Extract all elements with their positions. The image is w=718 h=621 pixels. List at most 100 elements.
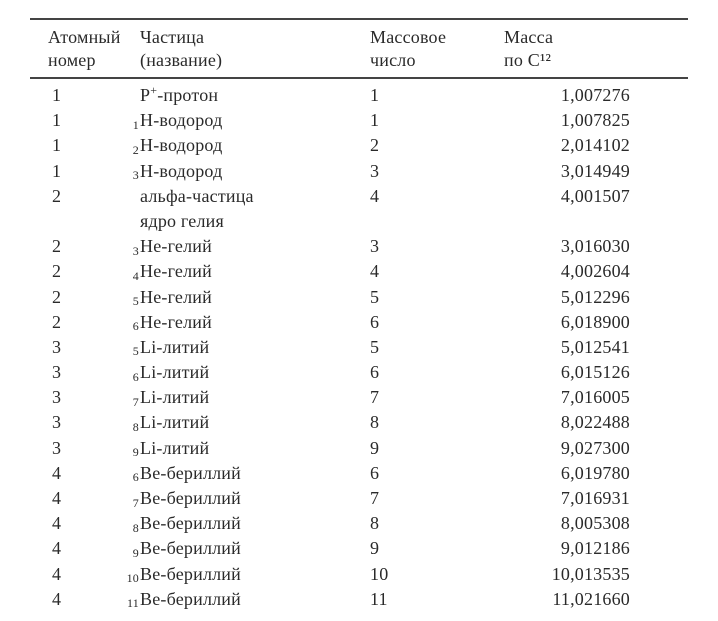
table-row: 38Li-литий88,022488 — [30, 412, 688, 437]
element-symbol: H — [140, 161, 153, 182]
element-symbol-text: Be — [140, 564, 160, 584]
cell-particle: 2H-водород — [140, 135, 370, 156]
particle-name: альфа-частица — [140, 186, 254, 207]
element-symbol: Be — [140, 564, 160, 585]
cell-mass-number: 4 — [370, 186, 490, 207]
cell-atomic-number: 1 — [30, 135, 140, 156]
cell-mass-number: 1 — [370, 85, 490, 106]
cell-particle: 7Li-литий — [140, 387, 370, 408]
isotope-presuperscript-value: 1 — [133, 118, 139, 133]
particle-name: -литий — [156, 387, 209, 408]
particle: 10Be-бериллий — [140, 564, 241, 585]
isotope-presuperscript-value: 8 — [133, 420, 139, 435]
particle-name: -бериллий — [160, 564, 241, 585]
cell-mass-c12: 3,014949 — [490, 161, 640, 182]
element-symbol-text: H — [140, 135, 153, 155]
particle: 6Li-литий — [140, 362, 209, 383]
element-symbol: Li — [140, 438, 156, 459]
cell-mass-number: 7 — [370, 387, 490, 408]
particle: 9Be-бериллий — [140, 538, 241, 559]
element-symbol-text: Be — [140, 538, 160, 558]
cell-atomic-number: 1 — [30, 85, 140, 106]
table-row: 411Be-бериллий1111,021660 — [30, 589, 688, 614]
cell-particle: 1H-водород — [140, 110, 370, 131]
isotope-presuperscript-value: 9 — [133, 546, 139, 561]
cell-mass-number: 11 — [370, 589, 490, 610]
particle: 8Li-литий — [140, 412, 209, 433]
cell-atomic-number: 2 — [30, 186, 140, 207]
cell-mass-c12: 8,022488 — [490, 412, 640, 433]
particle: 4He-гелий — [140, 261, 212, 282]
cell-atomic-number: 2 — [30, 261, 140, 282]
element-symbol-text: He — [140, 261, 161, 281]
particle-name: -гелий — [161, 236, 212, 257]
element-symbol: Be — [140, 538, 160, 559]
header-mass-c12-line1: Масса — [504, 26, 640, 49]
element-symbol-text: Be — [140, 589, 160, 609]
isotope-presuperscript-value: 9 — [133, 445, 139, 460]
cell-particle: ядро гелия — [140, 211, 370, 232]
cell-mass-number: 5 — [370, 287, 490, 308]
cell-mass-number: 10 — [370, 564, 490, 585]
isotope-presuperscript-value: 5 — [133, 344, 139, 359]
particle-name: -бериллий — [160, 538, 241, 559]
isotope-presuperscript-value: 6 — [133, 370, 139, 385]
header-particle-line1: Частица — [140, 26, 370, 49]
particle-name: -бериллий — [160, 488, 241, 509]
element-symbol: He — [140, 287, 161, 308]
isotope-presuperscript-value: 3 — [133, 244, 139, 259]
cell-mass-c12: 8,005308 — [490, 513, 640, 534]
particle-name: -литий — [156, 438, 209, 459]
cell-mass-c12: 4,001507 — [490, 186, 640, 207]
cell-particle: 6Be-бериллий — [140, 463, 370, 484]
header-particle-line2: (название) — [140, 49, 370, 72]
cell-mass-c12: 10,013535 — [490, 564, 640, 585]
element-symbol-text: H — [140, 110, 153, 130]
element-symbol: Be — [140, 513, 160, 534]
particle: 5He-гелий — [140, 287, 212, 308]
particle-name: -литий — [156, 362, 209, 383]
isotope-presuperscript-value: 6 — [133, 470, 139, 485]
particle: ядро гелия — [140, 211, 224, 232]
particle-name: -водород — [153, 135, 222, 156]
cell-mass-number: 4 — [370, 261, 490, 282]
cell-mass-c12: 5,012296 — [490, 287, 640, 308]
cell-mass-number: 7 — [370, 488, 490, 509]
table-row: 25He-гелий55,012296 — [30, 287, 688, 312]
cell-mass-c12: 4,002604 — [490, 261, 640, 282]
cell-mass-number: 3 — [370, 236, 490, 257]
element-symbol-text: He — [140, 287, 161, 307]
isotope-presuperscript-value: 4 — [133, 269, 139, 284]
table-row: 48Be-бериллий88,005308 — [30, 513, 688, 538]
element-symbol-text: Li — [140, 412, 156, 432]
cell-mass-c12: 11,021660 — [490, 589, 640, 610]
table-row: ядро гелия — [30, 211, 688, 236]
cell-particle: 8Be-бериллий — [140, 513, 370, 534]
table-body: 1P+-протон11,00727611H-водород11,0078251… — [30, 79, 688, 614]
cell-mass-number: 6 — [370, 312, 490, 333]
particle-name: -водород — [153, 110, 222, 131]
table-row: 46Be-бериллий66,019780 — [30, 463, 688, 488]
isotope-presuperscript-value: 3 — [133, 168, 139, 183]
cell-atomic-number: 4 — [30, 564, 140, 585]
table-row: 49Be-бериллий99,012186 — [30, 538, 688, 563]
element-symbol-text: Be — [140, 463, 160, 483]
table-header: Атомный номер Частица (название) Массово… — [30, 20, 688, 77]
cell-particle: 10Be-бериллий — [140, 564, 370, 585]
cell-mass-number: 6 — [370, 463, 490, 484]
element-symbol-text: Be — [140, 513, 160, 533]
table-row: 39Li-литий99,027300 — [30, 438, 688, 463]
cell-mass-c12: 7,016931 — [490, 488, 640, 509]
cell-particle: 5He-гелий — [140, 287, 370, 308]
element-symbol: He — [140, 236, 161, 257]
particle: 6Be-бериллий — [140, 463, 241, 484]
particle: 9Li-литий — [140, 438, 209, 459]
cell-mass-c12: 6,019780 — [490, 463, 640, 484]
cell-mass-c12: 1,007276 — [490, 85, 640, 106]
isotope-presuperscript-value: 7 — [133, 395, 139, 410]
element-symbol: He — [140, 312, 161, 333]
element-symbol-text: P — [140, 85, 150, 105]
table-row: 13H-водород33,014949 — [30, 161, 688, 186]
particle-name: -водород — [153, 161, 222, 182]
element-symbol: Li — [140, 337, 156, 358]
